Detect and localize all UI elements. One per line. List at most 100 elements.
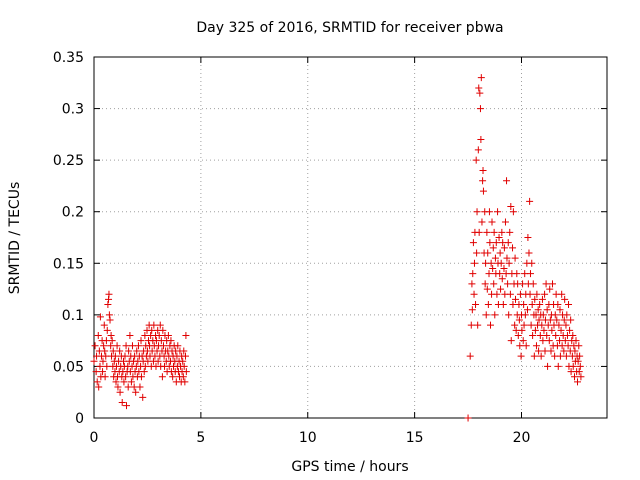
x-tick-label: 0 (90, 430, 99, 446)
data-point (137, 373, 145, 381)
data-point (560, 347, 568, 355)
data-point (554, 301, 562, 309)
x-axis-label: GPS time / hours (291, 459, 408, 475)
data-point (114, 383, 122, 391)
data-point (158, 373, 166, 381)
data-point (492, 239, 500, 247)
data-point (495, 234, 503, 241)
data-point (543, 331, 551, 339)
data-point (505, 311, 513, 319)
data-point (561, 337, 569, 345)
data-point (133, 347, 141, 355)
data-point (503, 254, 511, 262)
data-point (546, 316, 554, 324)
data-point (99, 368, 107, 376)
data-point (500, 244, 508, 252)
y-tick-label: 0.2 (62, 205, 84, 221)
data-point (498, 228, 506, 236)
data-point (120, 378, 128, 386)
data-point (122, 373, 130, 381)
data-point (509, 244, 517, 252)
data-point (179, 373, 187, 381)
data-point (500, 264, 508, 272)
data-point (95, 383, 103, 391)
data-point (91, 342, 99, 350)
data-point (156, 321, 164, 329)
data-point (521, 311, 529, 319)
axes (93, 56, 608, 419)
data-point (536, 301, 544, 309)
data-point (474, 146, 482, 154)
data-point (561, 295, 569, 303)
data-point (181, 378, 189, 386)
data-point (476, 89, 484, 97)
data-point (122, 342, 130, 350)
data-point (509, 208, 517, 216)
data-point (497, 259, 505, 267)
data-point (497, 285, 505, 293)
data-point (507, 203, 515, 211)
data-point (509, 301, 517, 309)
data-point (111, 352, 119, 360)
data-point (140, 368, 148, 376)
data-point (506, 228, 514, 236)
x-tick-label: 5 (196, 430, 205, 446)
data-point (554, 362, 562, 370)
data-point (159, 342, 167, 350)
data-point (553, 316, 561, 324)
data-point (534, 306, 542, 314)
data-point (544, 362, 552, 370)
data-point (546, 285, 554, 293)
data-point (105, 290, 113, 298)
data-point (478, 218, 486, 226)
data-point (574, 378, 582, 386)
data-point (141, 362, 149, 370)
data-point (485, 270, 493, 278)
y-tick-label: 0.1 (62, 308, 84, 324)
data-point (101, 347, 109, 355)
data-point (179, 357, 187, 365)
data-point (501, 218, 509, 226)
data-point (475, 84, 483, 92)
data-point (488, 218, 496, 226)
data-point (139, 393, 147, 401)
data-point (167, 337, 175, 345)
data-point (112, 378, 120, 386)
data-point (543, 306, 551, 314)
data-point (487, 259, 495, 267)
data-point (126, 331, 134, 339)
data-point (93, 378, 101, 386)
y-tick-label: 0.3 (62, 102, 84, 118)
data-points (90, 74, 585, 422)
data-point (487, 321, 495, 329)
grid-lines (94, 57, 607, 418)
data-point (575, 342, 583, 350)
data-point (99, 357, 107, 365)
data-point (128, 342, 136, 350)
data-point (105, 311, 113, 319)
data-point (174, 342, 182, 350)
plot-frame (93, 56, 608, 419)
data-point (529, 331, 537, 339)
data-point (526, 270, 534, 278)
data-point (154, 357, 162, 365)
data-point (524, 234, 532, 241)
y-tick-label: 0 (75, 411, 84, 427)
data-point (528, 259, 536, 267)
data-point (557, 326, 565, 334)
data-point (535, 347, 543, 355)
data-point (532, 342, 540, 350)
data-point (528, 301, 536, 309)
data-point (101, 373, 109, 381)
data-point (574, 357, 582, 365)
data-point (479, 177, 487, 185)
data-point (132, 388, 140, 396)
x-tick-label: 15 (406, 430, 424, 446)
data-point (169, 373, 177, 381)
data-point (518, 326, 526, 334)
data-point (548, 280, 556, 288)
data-point (466, 352, 474, 360)
data-point (530, 352, 538, 360)
data-point (103, 326, 111, 334)
data-point (571, 373, 579, 381)
